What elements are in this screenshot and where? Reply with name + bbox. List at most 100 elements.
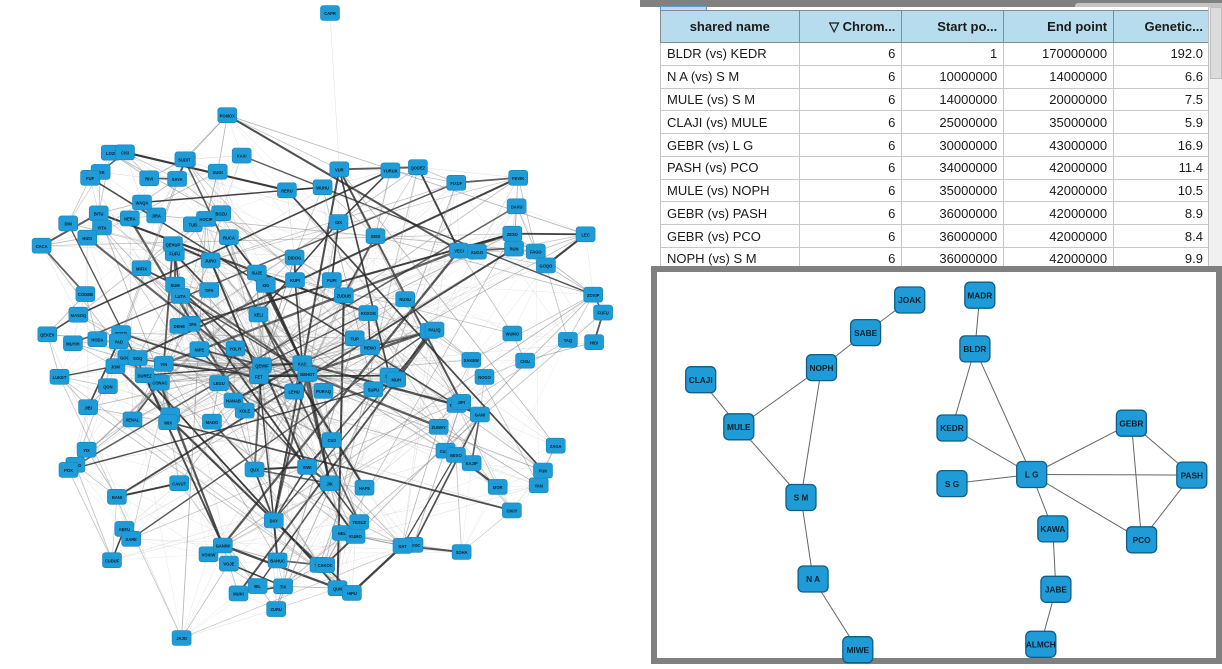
svg-text:KEDR: KEDR <box>940 423 964 433</box>
svg-text:RUCA: RUCA <box>223 235 235 240</box>
svg-text:CISU: CISU <box>520 359 530 364</box>
svg-text:CISI: CISI <box>121 150 129 155</box>
svg-text:ZOXIP: ZOXIP <box>587 293 600 298</box>
svg-text:GEBR: GEBR <box>1119 418 1143 428</box>
svg-text:COGEB: COGEB <box>78 292 93 297</box>
svg-text:FAGO: FAGO <box>530 250 542 255</box>
svg-text:SAKEW: SAKEW <box>464 358 479 363</box>
svg-text:SOQ: SOQ <box>133 356 143 361</box>
svg-text:YITA: YITA <box>97 225 106 230</box>
svg-text:MUYIH: MUYIH <box>66 341 79 346</box>
svg-text:YESUZ: YESUZ <box>352 520 366 525</box>
svg-text:DEHOT: DEHOT <box>300 372 315 377</box>
svg-text:DIDOG: DIDOG <box>288 255 301 260</box>
svg-text:HIPU: HIPU <box>347 591 357 596</box>
svg-text:HANAB: HANAB <box>226 399 241 404</box>
svg-text:CONAC: CONAC <box>152 381 167 386</box>
svg-text:PASH: PASH <box>1181 470 1203 480</box>
svg-text:CUJ: CUJ <box>328 438 336 443</box>
svg-text:NUXU: NUXU <box>399 297 411 302</box>
svg-text:TIFA: TIFA <box>205 288 214 293</box>
svg-text:KAWA: KAWA <box>1040 524 1065 534</box>
svg-text:QUX: QUX <box>250 468 259 473</box>
svg-text:VIWI: VIWI <box>303 465 312 470</box>
svg-text:BANI: BANI <box>112 495 122 500</box>
svg-text:GOQO: GOQO <box>540 263 554 268</box>
svg-text:PALIQ: PALIQ <box>428 328 441 333</box>
svg-text:WAQA: WAQA <box>136 201 149 206</box>
svg-text:WUMO: WUMO <box>506 332 520 337</box>
svg-text:JIK: JIK <box>327 481 333 486</box>
svg-text:QODEZ: QODEZ <box>411 165 426 170</box>
svg-text:FUF: FUF <box>86 176 94 181</box>
svg-text:HIZO: HIZO <box>82 236 93 241</box>
svg-text:LOZI: LOZI <box>106 151 115 156</box>
svg-text:WUHU: WUHU <box>316 185 329 190</box>
svg-text:FET: FET <box>255 374 263 379</box>
svg-text:QUN: QUN <box>333 586 342 591</box>
svg-text:VOJE: VOJE <box>223 562 234 567</box>
svg-text:ZAGA: ZAGA <box>550 444 562 449</box>
svg-text:KAC: KAC <box>298 361 307 366</box>
svg-text:S G: S G <box>945 479 959 489</box>
svg-text:GIX: GIX <box>335 220 342 225</box>
svg-text:S M: S M <box>794 493 809 503</box>
svg-text:VUR: VUR <box>335 167 344 172</box>
svg-text:SUJE: SUJE <box>251 271 262 276</box>
svg-text:ZURU: ZURU <box>271 607 282 612</box>
svg-text:RUN: RUN <box>510 247 519 252</box>
svg-text:CACA: CACA <box>36 244 48 249</box>
svg-text:POMOX: POMOX <box>220 113 236 118</box>
svg-text:RIVI: RIVI <box>145 176 153 181</box>
svg-text:SUDIT: SUDIT <box>178 157 191 162</box>
svg-text:XOLE: XOLE <box>239 409 250 414</box>
svg-text:GAT: GAT <box>398 544 407 549</box>
svg-text:JURO: JURO <box>205 258 217 263</box>
svg-text:DUREZ: DUREZ <box>138 373 153 378</box>
svg-text:VECI: VECI <box>454 249 464 254</box>
svg-text:REMO: REMO <box>364 345 377 350</box>
svg-text:YOLIY: YOLIY <box>229 346 242 351</box>
svg-text:NOPH: NOPH <box>810 363 834 373</box>
svg-text:XIG: XIG <box>262 283 269 288</box>
svg-text:KUMO: KUMO <box>349 534 362 539</box>
svg-text:FIXUF: FIXUF <box>450 181 462 186</box>
svg-text:FEVIK: FEVIK <box>512 176 524 181</box>
svg-text:YIX: YIX <box>83 448 90 453</box>
svg-text:FUPI: FUPI <box>327 278 336 283</box>
svg-text:MADR: MADR <box>967 290 992 300</box>
svg-text:POX: POX <box>64 468 73 473</box>
svg-text:HEL: HEL <box>338 531 347 536</box>
svg-text:XUGI: XUGI <box>213 170 223 175</box>
svg-text:NERA: NERA <box>124 216 136 221</box>
svg-text:L G: L G <box>1025 470 1039 480</box>
svg-text:QEWIF: QEWIF <box>255 363 269 368</box>
svg-text:KAXI: KAXI <box>237 154 247 159</box>
svg-text:PUK: PUK <box>539 469 548 474</box>
svg-text:TAQ: TAQ <box>564 338 573 343</box>
svg-text:CAVUT: CAVUT <box>172 481 186 486</box>
svg-text:FUFU: FUFU <box>169 252 180 257</box>
svg-text:SOHA: SOHA <box>456 550 468 555</box>
svg-text:BOZU: BOZU <box>215 211 227 216</box>
svg-text:KAJIP: KAJIP <box>466 461 478 466</box>
svg-text:DAY: DAY <box>270 518 279 523</box>
svg-text:GANIW: GANIW <box>216 544 230 549</box>
svg-text:YURUK: YURUK <box>383 168 398 173</box>
svg-text:MOR: MOR <box>493 485 503 490</box>
svg-text:YIN: YIN <box>160 362 167 367</box>
svg-text:XENAL: XENAL <box>126 417 140 422</box>
svg-text:TIX: TIX <box>280 584 287 589</box>
svg-text:N A: N A <box>806 574 820 584</box>
svg-text:JIBI: JIBI <box>84 405 92 410</box>
svg-text:YAD: YAD <box>115 339 123 344</box>
svg-text:JIPI: JIPI <box>458 400 465 405</box>
svg-text:NIPE: NIPE <box>195 347 205 352</box>
svg-text:LEHU: LEHU <box>289 390 300 395</box>
svg-text:LUTA: LUTA <box>175 294 186 299</box>
svg-text:CAKOC: CAKOC <box>318 563 333 568</box>
svg-text:MUKI: MUKI <box>233 591 243 596</box>
svg-text:MADO: MADO <box>206 420 219 425</box>
svg-text:TUB: TUB <box>189 222 197 227</box>
svg-text:JIRA: JIRA <box>152 213 161 218</box>
